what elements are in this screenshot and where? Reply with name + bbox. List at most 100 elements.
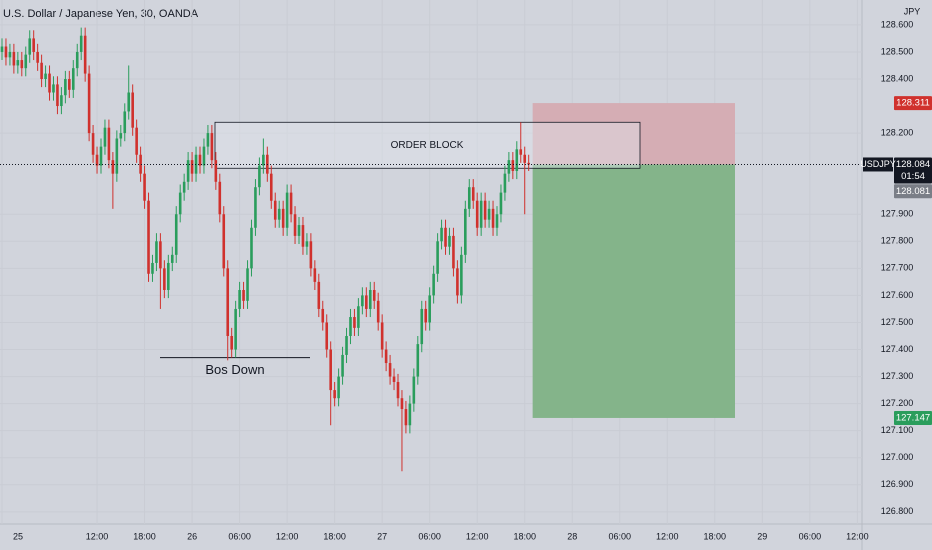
candle-body [91,133,95,155]
y-tick-label: 127.000 [881,452,914,462]
candle-body [471,187,475,201]
candle-body [507,160,511,174]
y-tick-label: 127.700 [881,263,914,273]
candle-body [527,162,530,165]
last-price-label: 128.084 [896,159,930,170]
x-tick-label: 12:00 [846,531,869,541]
candle-body [289,192,293,215]
candle-body [467,187,471,209]
candle-body [313,268,317,282]
candle-body [428,295,431,323]
candle-body [60,95,63,107]
candle-body [384,349,388,364]
chart-title: U.S. Dollar / Japanese Yen, 30, OANDA [3,8,199,20]
symbol-label: USDJPY [860,159,896,169]
candle-body [123,111,127,134]
y-tick-label: 128.600 [881,19,914,29]
candle-body [258,165,261,188]
candle-body [182,181,186,193]
bos-label: Bos Down [205,362,264,377]
candle-body [190,160,194,174]
candle-body [416,344,420,377]
candle-body [404,409,408,426]
candle-body [230,335,233,350]
x-tick-label: 25 [13,531,23,541]
y-tick-label: 127.300 [881,371,914,381]
candle-body [460,254,463,296]
candle-body [198,154,202,166]
candle-body [372,289,376,301]
x-tick-label: 12:00 [86,531,109,541]
candle-body [8,51,12,58]
candle-body [68,78,71,90]
candle-body [388,363,392,377]
candle-body [139,154,142,174]
y-tick-label: 127.900 [881,209,914,219]
stop-price-label-bg [894,96,932,111]
y-tick-label: 128.400 [881,73,914,83]
candle-body [396,381,400,399]
y-tick-label: 128.500 [881,46,914,56]
candle-body [222,214,226,269]
x-tick-label: 18:00 [133,531,156,541]
candle-body [456,268,459,296]
target-price-label-bg [894,410,932,425]
candle-body [178,192,182,215]
x-tick-label: 12:00 [656,531,679,541]
x-tick-label: 06:00 [799,531,822,541]
candle-body [250,227,253,269]
x-tick-label: 26 [187,531,197,541]
candle-body [365,295,368,309]
candle-body [135,127,138,155]
x-tick-label: 28 [567,531,577,541]
candle-body [380,322,384,350]
symbol-label-bg [863,157,893,172]
y-tick-label: 127.800 [881,236,914,246]
candle-body [269,173,273,201]
candle-body [0,46,4,52]
candle-body [317,281,321,309]
candle-body [349,317,352,336]
candle-body [254,187,257,228]
candle-body [329,349,332,391]
candle-body [341,354,344,377]
candle-body [277,208,281,220]
y-tick-label: 126.900 [881,479,914,489]
candle-body [186,160,190,182]
candle-body [234,308,237,350]
x-tick-label: 06:00 [228,531,251,541]
candle-body [131,92,134,128]
candle-body [444,227,447,247]
candle-body [353,317,356,328]
candle-body [345,335,348,355]
candle-body [226,268,230,336]
candle-body [357,306,360,328]
candle-body [71,68,75,90]
candle-body [4,46,8,58]
candle-body [238,289,241,309]
x-tick-label: 06:00 [418,531,441,541]
candle-body [452,235,455,269]
candle-body [301,225,305,247]
candle-body [99,146,103,166]
candle-body [361,295,364,307]
bid-price-label: 128.081 [896,186,930,197]
candle-body [376,300,380,323]
candle-body [499,192,503,215]
candle-body [95,154,99,166]
candle-body [107,127,111,161]
candle-body [448,235,451,247]
candle-body [424,308,428,323]
candle-body [210,133,214,161]
candle-body [400,398,404,410]
candle-body [56,84,59,107]
target-price-label: 127.147 [896,412,930,423]
candle-body [412,376,416,404]
candle-body [40,62,43,79]
candle-body [48,73,51,93]
candle-body [115,138,119,174]
y-tick-label: 127.500 [881,317,914,327]
candle-body [75,51,79,69]
